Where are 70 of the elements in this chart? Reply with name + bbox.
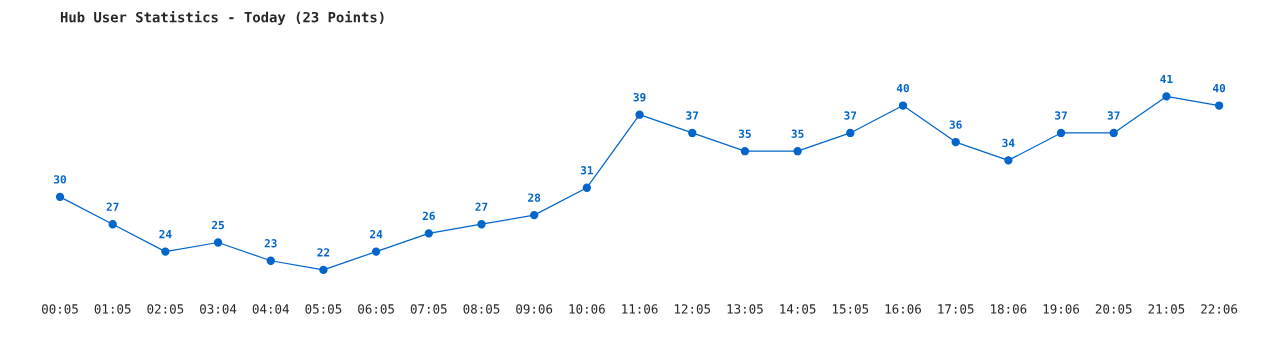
data-label: 28	[528, 193, 541, 202]
data-label: 41	[1160, 74, 1173, 83]
data-label: 24	[370, 229, 383, 239]
data-label: 30	[54, 175, 67, 184]
data-label: 26	[422, 211, 435, 221]
data-label: 40	[1212, 83, 1226, 93]
point	[477, 220, 486, 229]
point	[951, 137, 960, 147]
point	[371, 247, 381, 256]
x-tick-label: 12:05	[674, 304, 711, 314]
data-label: 36	[949, 120, 962, 129]
x-tick-label: 19:06	[1043, 304, 1080, 314]
data-label: 35	[791, 129, 804, 138]
x-tick-label: 08:05	[463, 304, 500, 314]
point	[266, 256, 275, 265]
x-tick-label: 21:05	[1148, 304, 1185, 314]
point	[793, 147, 802, 156]
point	[1056, 128, 1066, 138]
point	[1004, 156, 1013, 165]
data-label: 39	[633, 93, 646, 102]
point	[898, 101, 908, 110]
point	[108, 220, 117, 229]
x-tick-label: 04:04	[252, 304, 289, 314]
point	[582, 183, 592, 192]
data-label: 35	[738, 129, 751, 138]
data-label: 27	[475, 202, 488, 211]
x-tick-label: 14:05	[780, 304, 816, 314]
point	[1214, 101, 1224, 110]
x-tick-label: 01:05	[94, 304, 131, 314]
x-tick-label: 20:05	[1095, 304, 1132, 314]
x-tick-label: 18:06	[991, 304, 1027, 314]
x-tick-label: 16:06	[885, 304, 921, 314]
x-tick-label: 10:06	[569, 304, 605, 314]
data-label: 22	[317, 248, 330, 257]
point	[740, 147, 750, 156]
data-label: 25	[212, 220, 224, 230]
point	[846, 128, 855, 138]
point	[1162, 92, 1171, 101]
x-tick-label: 03:04	[200, 304, 237, 314]
data-label: 23	[264, 239, 277, 248]
point	[55, 192, 65, 202]
x-tick-label: 15:05	[832, 304, 869, 314]
data-label: 34	[1002, 138, 1015, 148]
point	[635, 110, 644, 119]
point	[213, 238, 223, 247]
data-label: 31	[580, 166, 594, 175]
x-tick-label: 09:06	[516, 304, 553, 314]
data-label: 40	[896, 83, 909, 93]
data-label: 37	[686, 111, 699, 120]
point	[1109, 128, 1118, 138]
x-tick-label: 05:05	[305, 304, 342, 314]
x-tick-label: 11:06	[622, 304, 658, 314]
data-label: 37	[844, 111, 857, 120]
x-tick-label: 07:05	[410, 304, 447, 314]
point	[161, 247, 170, 256]
data-label: 37	[1107, 111, 1120, 120]
data-label: 37	[1055, 111, 1067, 120]
data-label: 27	[106, 202, 119, 211]
x-tick-label: 13:05	[727, 304, 763, 314]
x-tick-label: 06:05	[358, 304, 394, 314]
point	[688, 128, 697, 138]
data-label: 24	[159, 229, 172, 239]
point	[319, 265, 328, 275]
point	[424, 229, 433, 238]
x-tick-label: 02:05	[147, 304, 184, 314]
point	[530, 210, 539, 220]
chart-title: Hub User Statistics - Today (23 Points)	[60, 10, 384, 26]
x-tick-label: 00:05	[42, 304, 78, 314]
x-tick-label: 22:06	[1201, 304, 1238, 314]
x-tick-label: 17:05	[938, 304, 974, 314]
